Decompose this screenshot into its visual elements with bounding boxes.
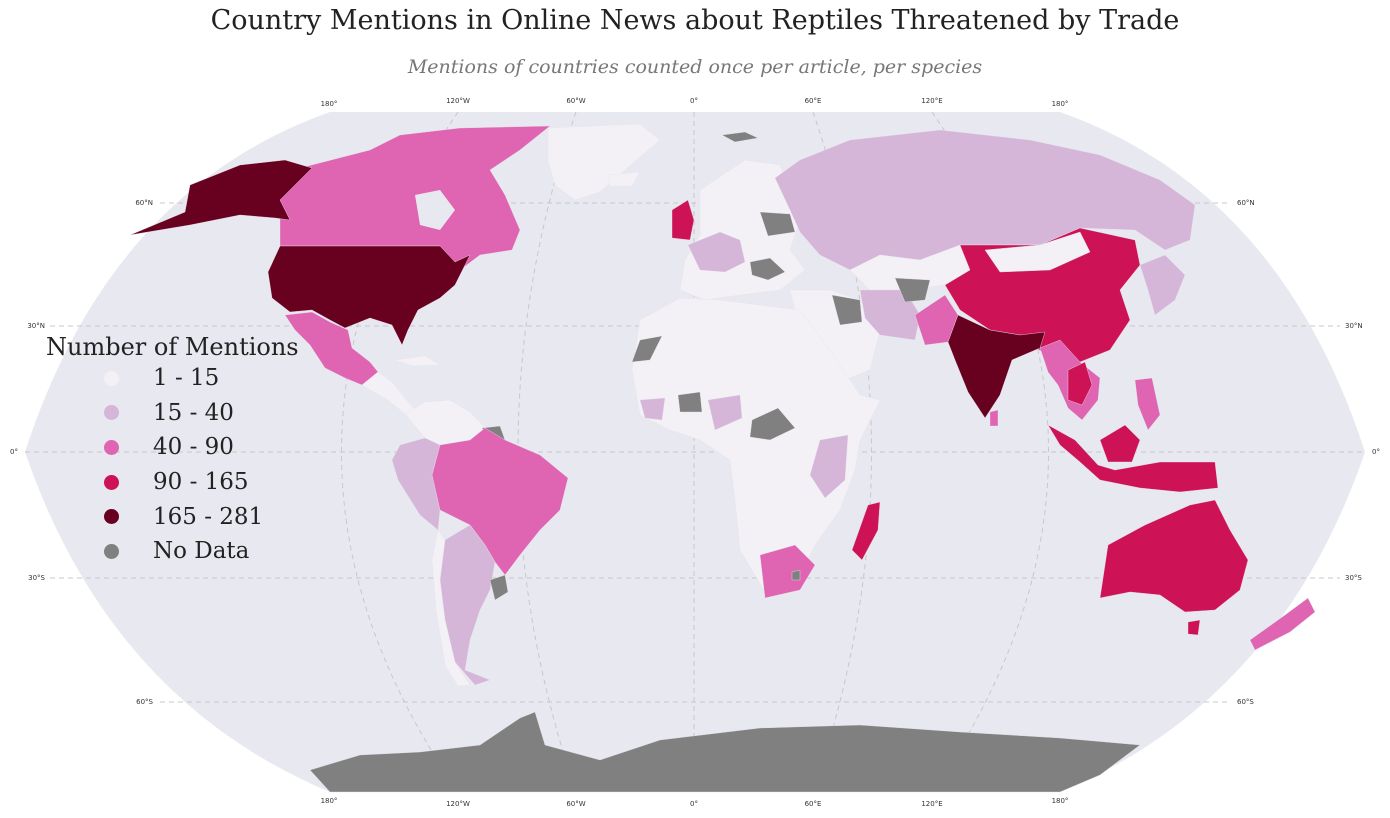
region-new-zealand	[1249, 597, 1316, 651]
legend-swatch	[104, 370, 119, 386]
region-sri-lanka	[989, 409, 999, 427]
region-tanzania-kenya	[809, 434, 849, 499]
legend: Number of Mentions 1 - 15 15 - 40 40 - 9…	[46, 333, 299, 569]
map-title: Country Mentions in Online News about Re…	[210, 5, 1180, 36]
region-indonesia	[1047, 424, 1219, 493]
region-south-africa	[759, 544, 816, 599]
lat-label-right: 60°S	[1237, 698, 1254, 706]
legend-swatch	[104, 439, 119, 455]
region-mali	[639, 397, 666, 421]
region-alaska	[129, 159, 313, 236]
region-central-america	[361, 371, 416, 415]
region-antarctica	[309, 711, 1141, 793]
region-afghanistan	[894, 277, 931, 303]
region-italy	[749, 257, 786, 281]
legend-label: 165 - 281	[153, 503, 264, 530]
lon-labels-top: 180° 120°W 60°W 0° 60°E 120°E 180°	[321, 97, 1069, 108]
lat-label-right: 60°N	[1237, 199, 1255, 207]
region-india	[947, 314, 1046, 419]
region-russia	[774, 129, 1196, 271]
region-peru	[391, 437, 441, 531]
region-tasmania	[1187, 619, 1201, 636]
legend-swatch	[104, 543, 119, 559]
lon-label-top: 0°	[690, 97, 698, 105]
lat-label-right: 30°S	[1345, 574, 1362, 582]
region-madagascar	[851, 501, 881, 561]
lat-label-left: 30°S	[28, 574, 45, 582]
region-chile	[431, 529, 471, 687]
region-svalbard	[721, 131, 759, 143]
region-lesotho	[791, 569, 801, 581]
legend-title: Number of Mentions	[46, 333, 299, 361]
region-uk	[671, 199, 695, 241]
lon-label-top: 120°W	[446, 97, 470, 105]
region-brazil	[431, 427, 569, 576]
region-chad-niger	[677, 391, 703, 413]
legend-item: 15 - 40	[46, 396, 299, 431]
lat-label-left: 30°N	[27, 322, 45, 330]
lon-label-bottom: 60°E	[805, 800, 822, 808]
region-france-germany	[687, 231, 746, 273]
lat-labels-left: 60°N 30°N 0° 30°S 60°S	[10, 199, 154, 706]
region-africa	[631, 297, 881, 593]
lon-label-bottom: 180°	[1052, 797, 1069, 805]
legend-label: No Data	[153, 538, 250, 565]
lon-label-top: 180°	[1052, 100, 1069, 108]
legend-item: 40 - 90	[46, 430, 299, 465]
lat-label-right: 30°N	[1345, 322, 1363, 330]
lon-label-bottom: 120°W	[446, 800, 470, 808]
lon-label-top: 60°W	[566, 97, 585, 105]
lat-label-right: 0°	[1372, 448, 1380, 456]
legend-swatch	[104, 474, 119, 490]
lon-label-top: 180°	[321, 100, 338, 108]
legend-item: 1 - 15	[46, 361, 299, 396]
legend-label: 1 - 15	[153, 365, 220, 392]
region-usa	[267, 245, 471, 346]
lon-label-bottom: 60°W	[566, 800, 585, 808]
lon-label-top: 120°E	[921, 97, 942, 105]
region-mongolia	[984, 231, 1091, 273]
region-philippines	[1134, 377, 1161, 431]
lon-label-bottom: 180°	[321, 797, 338, 805]
lat-label-left: 60°N	[135, 199, 153, 207]
lat-label-left: 0°	[10, 448, 18, 456]
legend-item: 90 - 165	[46, 465, 299, 500]
region-syria-iraq	[831, 294, 863, 326]
map-subtitle: Mentions of countries counted once per a…	[407, 56, 983, 78]
legend-item: 165 - 281	[46, 499, 299, 534]
legend-item: No Data	[46, 534, 299, 569]
lat-labels-right: 60°N 30°N 0° 30°S 60°S	[1237, 199, 1380, 706]
region-nigeria	[707, 394, 743, 431]
region-greenland	[547, 123, 661, 201]
region-belarus	[759, 211, 796, 237]
region-uruguay	[489, 574, 509, 601]
region-vietnam-thailand	[1067, 361, 1093, 406]
lon-label-bottom: 0°	[690, 800, 698, 808]
legend-label: 15 - 40	[153, 399, 234, 426]
lon-label-top: 60°E	[805, 97, 822, 105]
region-borneo	[1099, 424, 1141, 463]
region-australia	[1099, 499, 1249, 613]
legend-label: 40 - 90	[153, 434, 234, 461]
region-west-africa-sahara	[631, 335, 663, 363]
region-iceland	[607, 171, 641, 187]
lon-labels-bottom: 180° 120°W 60°W 0° 60°E 120°E 180°	[321, 797, 1069, 808]
legend-label: 90 - 165	[153, 469, 249, 496]
countries	[129, 123, 1316, 793]
legend-swatch	[104, 405, 119, 421]
region-korea-japan	[1139, 254, 1186, 316]
legend-swatch	[104, 509, 119, 525]
region-south-sudan	[749, 407, 796, 441]
lat-label-left: 60°S	[136, 698, 153, 706]
region-cuba	[394, 355, 441, 367]
lon-label-bottom: 120°E	[921, 800, 942, 808]
region-hudson-bay	[415, 190, 455, 230]
